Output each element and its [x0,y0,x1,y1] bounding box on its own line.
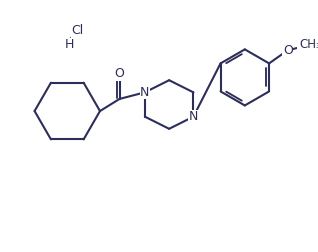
Text: H: H [65,38,74,51]
Text: O: O [283,44,293,57]
Text: N: N [140,86,149,99]
Text: Cl: Cl [72,24,84,37]
Text: N: N [189,110,198,123]
Text: CH₃: CH₃ [299,38,318,51]
Text: O: O [115,67,125,80]
